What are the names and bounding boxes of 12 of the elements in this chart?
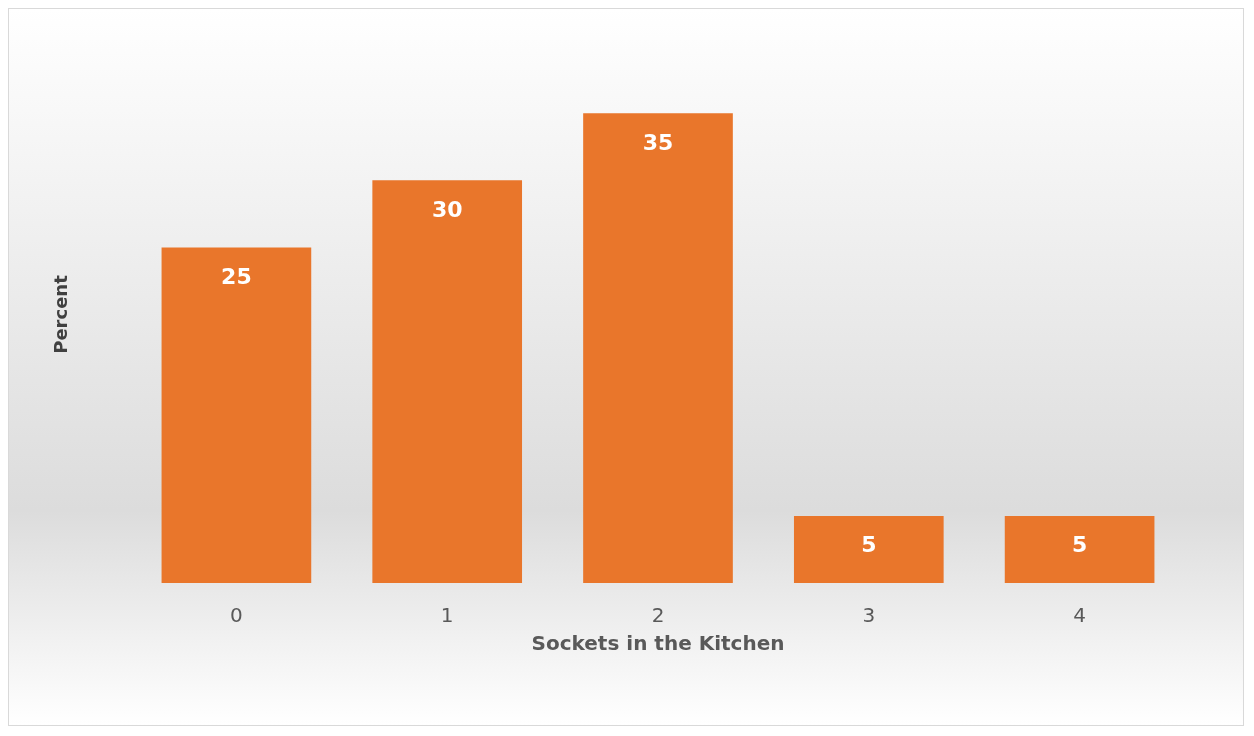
x-tick-label: 4	[1073, 603, 1086, 627]
data-label: 25	[221, 263, 252, 289]
data-label: 5	[861, 532, 877, 558]
data-label: 5	[1071, 532, 1088, 558]
x-axis-title: Sockets in the Kitchen	[531, 631, 785, 655]
x-tick-label: 1	[440, 603, 454, 627]
x-tick-label: 3	[862, 603, 876, 627]
data-label: 35	[642, 129, 674, 155]
x-tick-label: 0	[230, 603, 243, 627]
data-label: 30	[431, 196, 463, 222]
y-axis-title: Percent	[49, 274, 71, 354]
x-tick-label: 2	[651, 603, 665, 627]
